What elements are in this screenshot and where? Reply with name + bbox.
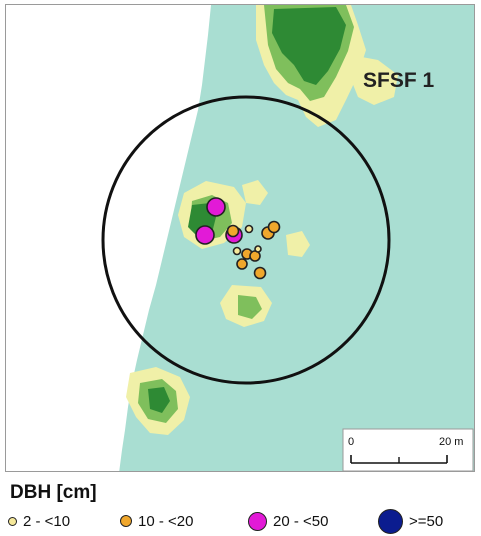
tree-marker-2-10 — [254, 245, 262, 253]
plot-label: SFSF 1 — [363, 69, 435, 92]
legend: 2 - <10 10 - <20 20 - <50 >=50 — [8, 508, 478, 534]
tree-marker-10-20 — [236, 258, 248, 270]
extra-large-circle-icon — [378, 508, 403, 534]
legend-label: 2 - <10 — [23, 512, 71, 530]
tree-marker-2-10 — [244, 224, 254, 234]
large-circle-icon — [248, 511, 267, 531]
scale-bar: 0 20 m — [342, 428, 474, 471]
tree-marker-10-20 — [267, 220, 281, 234]
tree-marker-20-50 — [195, 225, 215, 245]
legend-item-10-20: 10 - <20 — [120, 508, 193, 534]
scale-bar-start-label: 0 — [348, 436, 354, 448]
small-circle-icon — [8, 516, 17, 526]
tree-marker-10-20 — [226, 224, 240, 238]
plot-boundary-circle — [101, 95, 391, 385]
legend-label: >=50 — [409, 512, 444, 530]
tree-markers — [195, 197, 281, 280]
legend-item-2-10: 2 - <10 — [8, 508, 70, 534]
legend-label: 10 - <20 — [138, 512, 194, 530]
legend-item-20-50: 20 - <50 — [248, 508, 328, 534]
scale-bar-box — [342, 428, 474, 471]
legend-item-50-plus: >=50 — [378, 508, 443, 534]
vegetation-map: SFSF 1 0 20 m — [101, 5, 474, 471]
legend-title: DBH [cm] — [10, 482, 97, 503]
map-frame: SFSF 1 0 20 m — [5, 4, 475, 472]
legend-label: 20 - <50 — [273, 512, 329, 530]
tree-marker-2-10 — [232, 246, 242, 256]
medium-circle-icon — [120, 515, 132, 527]
tree-marker-20-50 — [206, 197, 226, 217]
tree-marker-10-20 — [253, 266, 267, 280]
scale-bar-end-label: 20 m — [439, 436, 463, 448]
